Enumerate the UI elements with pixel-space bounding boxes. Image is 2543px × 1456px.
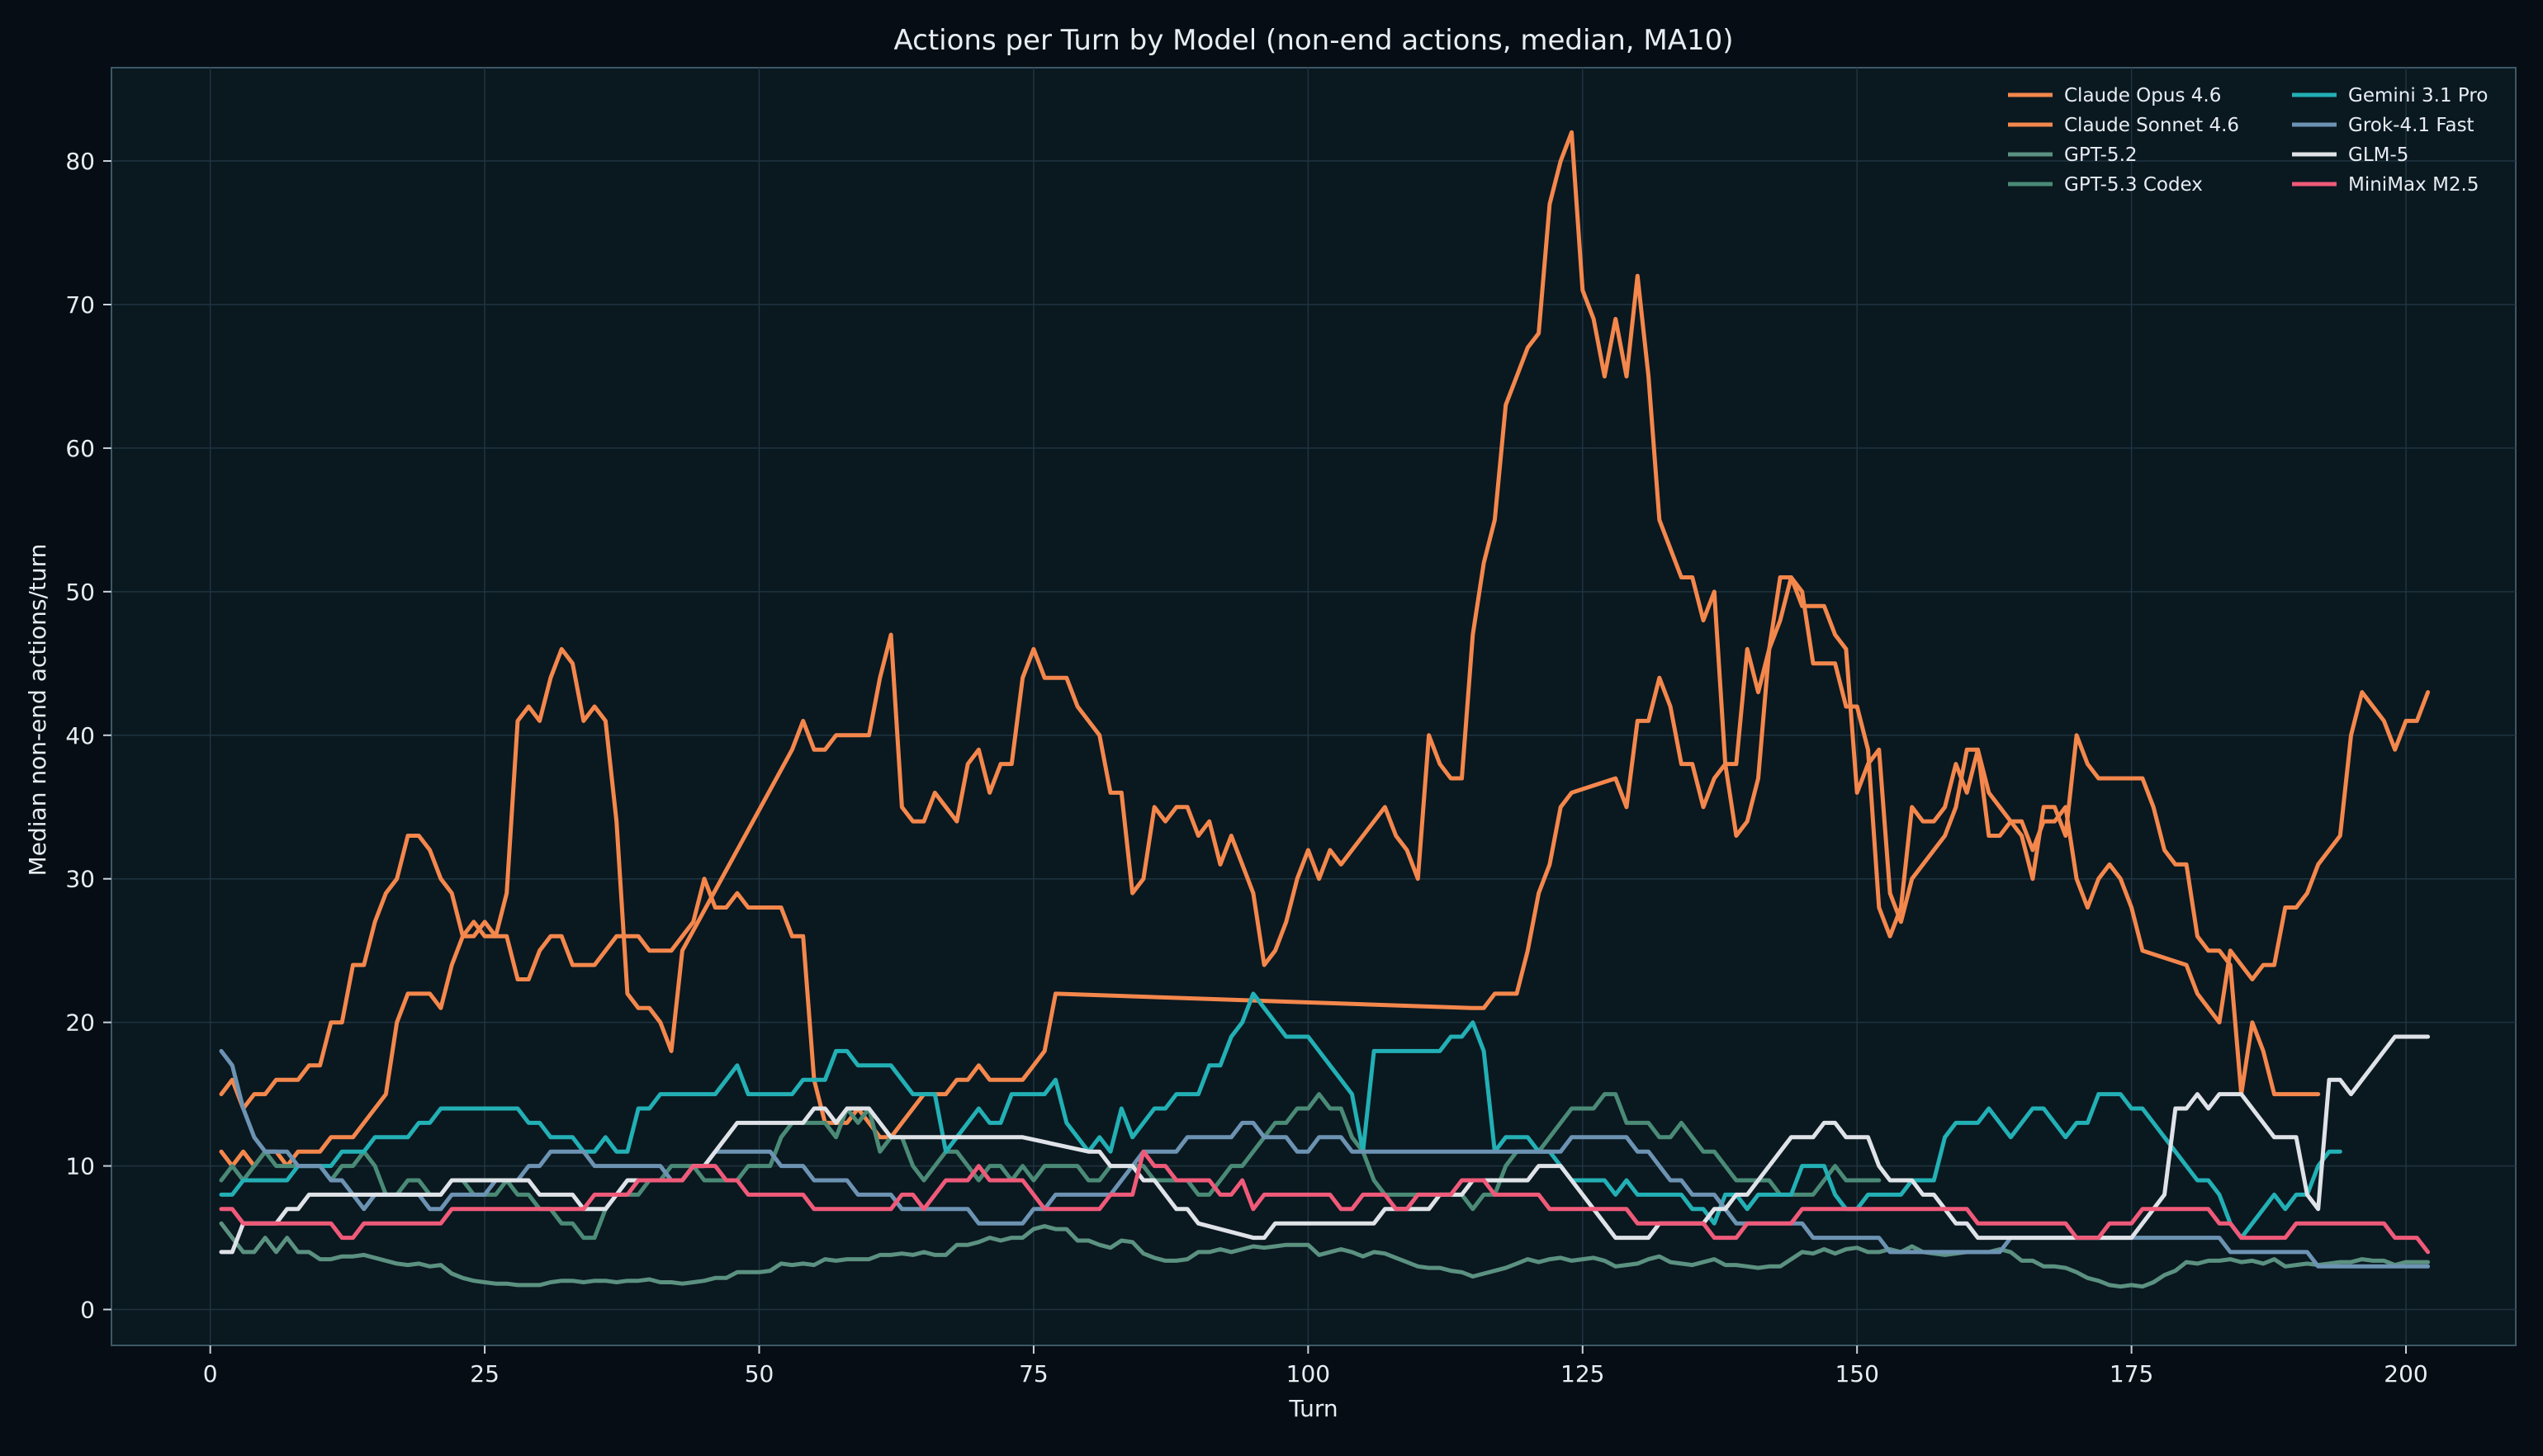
y-tick-label: 10 [65, 1153, 95, 1180]
y-tick-label: 60 [65, 435, 95, 462]
legend-label: GLM-5 [2348, 144, 2408, 166]
x-tick-label: 50 [745, 1360, 774, 1387]
y-tick-label: 50 [65, 579, 95, 606]
y-tick-label: 80 [65, 148, 95, 175]
grid [111, 68, 2516, 1345]
series-lines [219, 130, 2431, 1289]
series-line [219, 130, 2431, 1169]
x-axis-label: Turn [1288, 1395, 1338, 1422]
x-tick-label: 100 [1286, 1360, 1330, 1387]
legend-label: GPT-5.3 Codex [2064, 174, 2203, 196]
axes: 0 25 50 75 100 125 150 175 200 0 10 20 30 40 50 60 70 80 [65, 148, 2427, 1387]
x-tick-label: 75 [1019, 1360, 1049, 1387]
legend-label: Grok-4.1 Fast [2348, 115, 2474, 136]
legend-label: Gemini 3.1 Pro [2348, 85, 2488, 106]
x-tick-label: 0 [203, 1360, 218, 1387]
y-tick-label: 20 [65, 1009, 95, 1037]
y-tick-label: 40 [65, 722, 95, 749]
series-line [219, 1092, 1882, 1241]
y-tick-label: 0 [80, 1297, 95, 1324]
x-tick-label: 25 [470, 1360, 500, 1387]
y-tick-label: 30 [65, 866, 95, 893]
legend-label: Claude Opus 4.6 [2064, 85, 2221, 106]
y-tick-label: 70 [65, 291, 95, 319]
series-line [219, 575, 2321, 1140]
y-axis-label: Median non-end actions/turn [24, 544, 51, 877]
legend-label: Claude Sonnet 4.6 [2064, 115, 2239, 136]
series-line [219, 1221, 2431, 1289]
x-tick-label: 200 [2384, 1360, 2427, 1387]
series-line [219, 991, 2342, 1241]
series-line [219, 1149, 2431, 1255]
plot-area [111, 67, 2517, 1346]
chart-title: Actions per Turn by Model (non-end actio… [893, 24, 1733, 57]
legend-label: MiniMax M2.5 [2348, 174, 2479, 196]
legend-label: GPT-5.2 [2064, 144, 2138, 166]
legend: Claude Opus 4.6 Claude Sonnet 4.6 GPT-5.2 G… [2008, 85, 2488, 196]
x-tick-label: 150 [1835, 1360, 1878, 1387]
x-tick-label: 175 [2110, 1360, 2153, 1387]
x-tick-label: 125 [1560, 1360, 1604, 1387]
